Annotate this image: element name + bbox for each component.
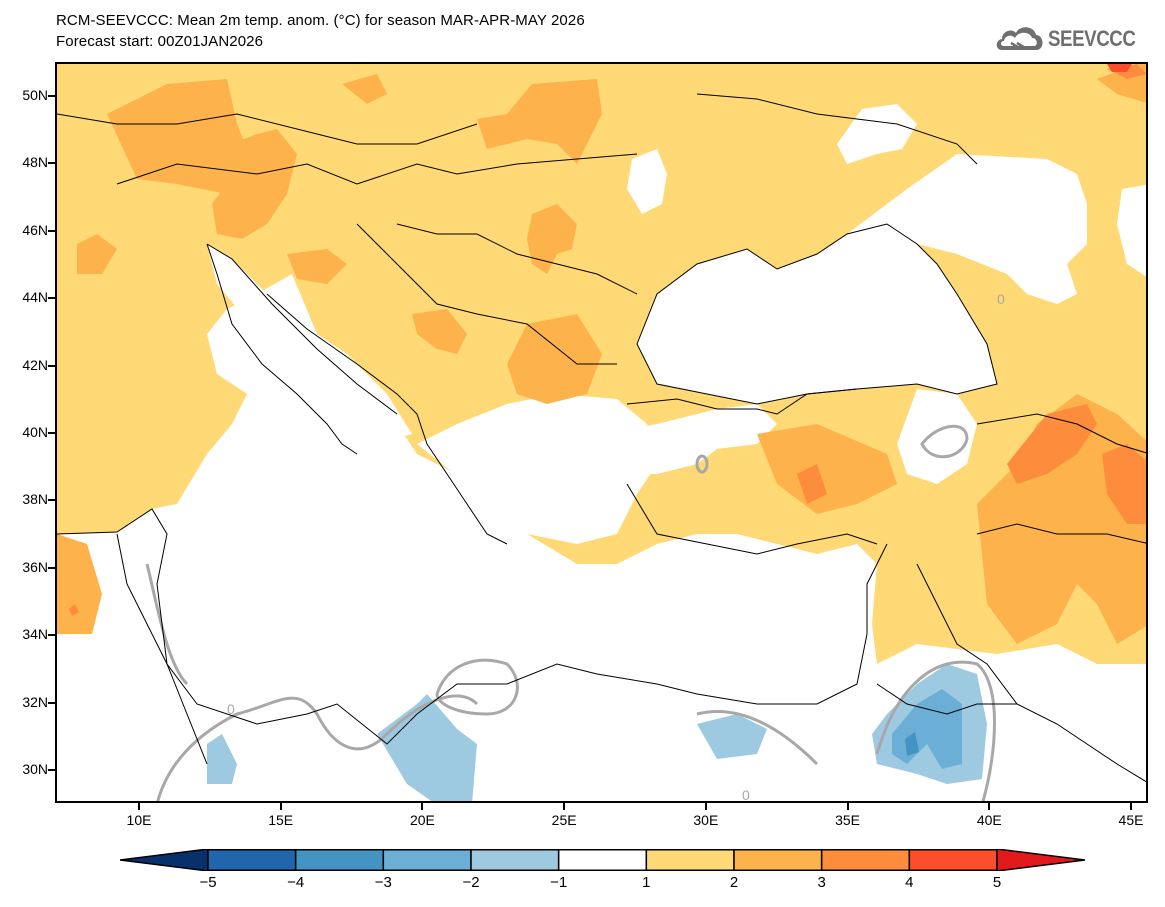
lat-tick-label: 38N [22,491,48,508]
colorbar-bin [382,849,472,871]
lat-tick [48,701,55,704]
adriatic-white [207,244,412,444]
italy-coast [206,243,398,455]
black-sea-white [637,224,997,404]
delta-cool [697,714,767,759]
colorbar-extend-low [120,849,209,871]
north-africa-coast [57,508,888,745]
colorbar-bin [470,849,560,871]
colorbar-bin [294,849,385,871]
lat-tick-label: 30N [22,761,48,777]
anomaly-4-5-areas [1107,64,1132,72]
colorbar-label: −1 [550,874,568,891]
lon-tick [279,803,282,810]
colorbar-label: −4 [287,874,305,891]
colorbar-bin [908,849,998,871]
logo-text: SEEVCCC [1048,26,1136,51]
cloud-icon [996,27,1043,51]
ukraine-white [837,104,917,164]
anomaly-negative-areas [207,664,987,801]
lon-tick [988,803,991,810]
anatolia-coast [626,388,878,555]
tunisia-white [57,624,137,704]
lon-tick [421,803,424,810]
colorbar-bin [733,849,823,871]
lon-tick-label: 40E [976,812,1002,828]
seevccc-logo: SEEVCCC [994,22,1151,56]
lat-tick [48,364,55,367]
zero-contours [145,424,996,801]
lon-tick [563,803,566,810]
lon-tick-label: 25E [551,812,577,828]
colorbar-label: 1 [642,874,651,891]
lat-tick-label: 40N [22,424,48,440]
lon-tick [704,803,707,810]
colorbar-label: −3 [374,874,392,891]
colorbar-label: 2 [729,874,739,891]
colorbar-bin [820,849,911,871]
lon-tick-label: 20E [409,812,435,828]
lat-tick-label: 48N [22,154,48,171]
lat-tick-label: 46N [22,221,48,238]
colorbar-bin [645,849,735,871]
coastlines-borders [57,93,1146,783]
anatolia-white-2 [897,389,977,484]
lat-tick [48,566,55,569]
lon-tick [138,803,140,810]
lat-tick [48,162,55,165]
lat-tick-label: 36N [22,558,48,575]
lat-tick-label: 44N [22,289,48,306]
lon-tick-label: 10E [126,812,152,828]
black-sea-coast [636,223,998,405]
colorbar-label: 5 [992,874,1002,891]
lat-tick [48,499,55,502]
anatolia-white-1 [607,404,777,474]
forecast-start-label: Forecast start: 00Z01JAN2026 [56,33,264,50]
lat-tick [48,95,55,97]
colorbar-label: 3 [817,874,826,891]
map-title: RCM-SEEVCCC: Mean 2m temp. anom. (°C) fo… [56,12,585,29]
lat-tick-label: 50N [22,87,48,103]
lon-tick [846,803,849,810]
libya-cool [207,734,237,784]
colorbar-label: 4 [905,874,914,891]
colorbar-bin [207,849,297,871]
anomaly-map: 0 0 0 [55,62,1148,803]
lat-tick-label: 34N [22,626,48,643]
lat-tick-label: 42N [22,356,48,373]
contour-label-zero: 0 [997,291,1005,307]
borders [57,93,1146,783]
mediterranean-white [57,274,1146,801]
lon-tick-label: 30E [693,812,719,828]
lon-tick-label: 35E [835,812,861,828]
colorbar-label: −5 [199,874,217,891]
aegean-white [417,394,657,544]
colorbar-extend-high [996,849,1085,871]
lat-tick [48,229,55,232]
map-canvas: 0 0 0 [57,64,1146,803]
colorbar-label: −2 [462,874,480,891]
italy-white [257,364,287,399]
lat-tick [48,432,55,434]
contour-label-zero: 0 [742,787,750,803]
lat-tick [48,297,55,300]
lat-tick-label: 32N [22,693,48,710]
lon-tick-label: 15E [268,812,294,828]
colorbar-bin [557,849,648,871]
balkans-coast [266,293,508,545]
colorbar [120,849,1085,871]
near-normal-areas [57,104,1146,801]
moldova-white [627,149,667,214]
lon-tick [1130,803,1132,810]
jordan-cool-core [905,732,919,756]
lon-tick-label: 45E [1118,812,1144,828]
east-edge-white [1117,184,1146,277]
lat-tick [48,634,55,637]
contour-label-zero: 0 [227,701,235,717]
azov-white [847,154,1087,304]
lat-tick [48,769,55,771]
